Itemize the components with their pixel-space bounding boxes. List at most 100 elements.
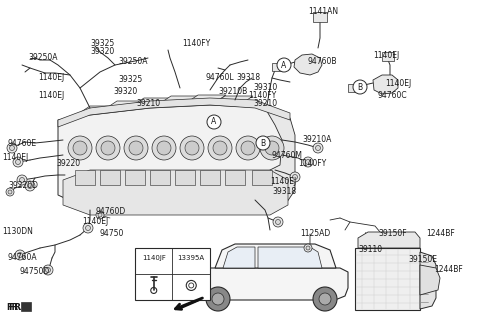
Polygon shape [58, 98, 290, 127]
Text: B: B [261, 138, 265, 148]
Text: 39310: 39310 [253, 82, 277, 91]
Polygon shape [225, 170, 245, 185]
Polygon shape [216, 96, 253, 102]
Circle shape [305, 160, 311, 164]
Circle shape [73, 141, 87, 155]
Text: 39210B: 39210B [218, 86, 247, 96]
Text: FR.: FR. [6, 303, 22, 313]
Polygon shape [189, 95, 226, 101]
Text: 39110: 39110 [358, 246, 382, 255]
Circle shape [10, 145, 14, 151]
Circle shape [6, 188, 14, 196]
Polygon shape [150, 170, 170, 185]
Text: 39220D: 39220D [8, 181, 38, 190]
Circle shape [315, 145, 321, 151]
Polygon shape [108, 101, 145, 107]
Bar [313, 12, 327, 22]
Text: 94760C: 94760C [378, 91, 408, 100]
Circle shape [27, 184, 33, 188]
Text: 1140FY: 1140FY [248, 91, 276, 100]
Polygon shape [358, 232, 420, 248]
Circle shape [17, 253, 23, 257]
Text: 39318: 39318 [272, 187, 296, 196]
Circle shape [101, 141, 115, 155]
Text: 94760A: 94760A [8, 253, 37, 262]
Text: 39325: 39325 [118, 74, 142, 83]
Circle shape [13, 157, 23, 167]
Circle shape [265, 141, 279, 155]
Polygon shape [215, 244, 336, 268]
Text: 94750D: 94750D [20, 266, 50, 275]
Circle shape [157, 141, 171, 155]
Polygon shape [81, 106, 118, 112]
Text: 39250A: 39250A [28, 54, 58, 63]
Circle shape [207, 115, 221, 129]
Circle shape [290, 172, 300, 182]
Text: 39210A: 39210A [302, 134, 331, 143]
Polygon shape [100, 170, 120, 185]
Circle shape [313, 287, 337, 311]
Text: 94760B: 94760B [308, 57, 337, 66]
Text: 94760E: 94760E [8, 140, 37, 149]
Circle shape [152, 136, 176, 160]
Text: 1140FY: 1140FY [182, 39, 210, 48]
Text: 1140EJ: 1140EJ [82, 218, 108, 227]
Circle shape [8, 190, 12, 194]
Polygon shape [420, 252, 436, 309]
Circle shape [68, 136, 92, 160]
Circle shape [306, 246, 310, 250]
Text: 39150F: 39150F [378, 230, 407, 239]
Text: 1140EJ: 1140EJ [373, 51, 399, 60]
Circle shape [212, 293, 224, 305]
Text: 1140EJ: 1140EJ [2, 152, 28, 161]
Circle shape [256, 136, 270, 150]
Circle shape [83, 223, 93, 233]
Circle shape [98, 213, 102, 217]
Circle shape [276, 220, 280, 224]
Circle shape [304, 244, 312, 252]
Text: 39325: 39325 [90, 39, 114, 48]
Text: FR.: FR. [8, 303, 24, 313]
Text: 39318: 39318 [236, 73, 260, 82]
Circle shape [15, 160, 21, 164]
Text: 39320: 39320 [90, 48, 114, 56]
Text: 1125AD: 1125AD [300, 230, 330, 239]
Text: 1244BF: 1244BF [426, 230, 455, 239]
Circle shape [85, 225, 91, 230]
Text: 94760D: 94760D [95, 206, 125, 215]
Circle shape [185, 141, 199, 155]
Text: 94760M: 94760M [272, 151, 303, 160]
Text: 39210: 39210 [136, 100, 160, 108]
Circle shape [260, 136, 284, 160]
Text: 94750: 94750 [100, 229, 124, 238]
Text: A: A [211, 117, 216, 126]
Text: B: B [358, 82, 362, 91]
Text: 39220: 39220 [56, 159, 80, 168]
Polygon shape [294, 54, 322, 75]
Circle shape [96, 136, 120, 160]
Circle shape [303, 157, 313, 167]
Bar [355, 248, 420, 310]
Text: A: A [281, 60, 287, 70]
Text: 1140FY: 1140FY [298, 159, 326, 168]
Circle shape [277, 58, 291, 72]
Polygon shape [58, 105, 290, 210]
Polygon shape [252, 170, 272, 185]
Bar [135, 248, 210, 300]
Circle shape [236, 136, 260, 160]
Circle shape [241, 141, 255, 155]
Text: 1140EJ: 1140EJ [38, 91, 64, 100]
Circle shape [213, 141, 227, 155]
Text: 39210: 39210 [253, 100, 277, 108]
Polygon shape [258, 247, 322, 268]
Circle shape [25, 181, 35, 191]
Circle shape [206, 287, 230, 311]
Polygon shape [125, 170, 145, 185]
Circle shape [46, 267, 50, 273]
Circle shape [180, 136, 204, 160]
Text: 13395A: 13395A [178, 256, 205, 261]
Text: 1244BF: 1244BF [434, 265, 463, 274]
Circle shape [319, 293, 331, 305]
Polygon shape [265, 108, 295, 210]
Circle shape [353, 80, 367, 94]
